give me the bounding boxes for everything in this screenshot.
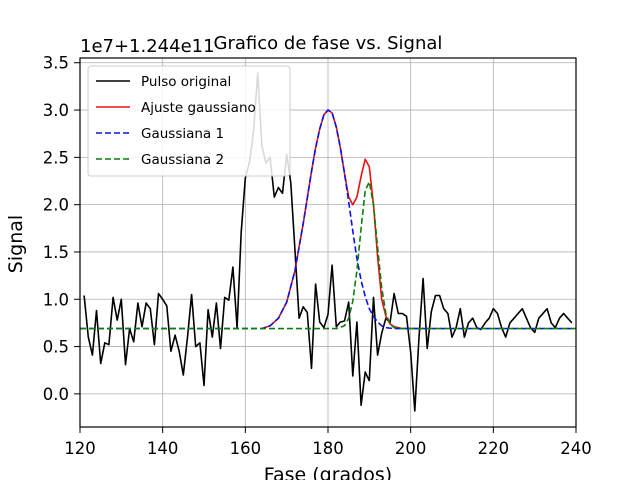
y-tick-label: 1.0 (43, 290, 69, 309)
x-tick-label: 120 (64, 439, 96, 458)
tick-layer: 120 140 160 180 200 220 240 0.0 0.5 1.0 1.5 2.0 2.5 3… (43, 54, 592, 458)
y-tick-label: 2.5 (43, 148, 69, 167)
legend: Pulso original Ajuste gaussiano Gaussiana … (87, 65, 291, 177)
series-layer (80, 72, 576, 412)
y-tick-label: 3.5 (43, 54, 69, 73)
x-axis-label: Fase (grados) (264, 464, 392, 480)
chart-title: Grafico de fase vs. Signal (214, 33, 443, 54)
y-tick-label: 3.0 (43, 101, 69, 120)
series-line-pulso-original (83, 72, 573, 412)
legend-label-ajuste-gaussiano: Ajuste gaussiano (141, 100, 256, 116)
series-line-gaussiana-2 (80, 181, 576, 330)
x-tick-label: 240 (560, 439, 592, 458)
legend-label-gaussiana-2: Gaussiana 2 (141, 152, 224, 168)
series-line-gaussiana-1 (80, 109, 576, 330)
y-tick-label: 0.5 (43, 338, 69, 357)
y-tick-label: 2.0 (43, 196, 69, 215)
axis-offset-text: 1e7+1.244e11 (80, 36, 215, 57)
y-tick-label: 0.0 (43, 385, 69, 404)
x-tick-label: 200 (395, 439, 427, 458)
legend-items: Pulso original Ajuste gaussiano Gaussiana … (96, 74, 256, 168)
legend-box (87, 65, 291, 177)
y-tick-label: 1.5 (43, 243, 69, 262)
x-tick-label: 220 (478, 439, 510, 458)
legend-label-pulso-original: Pulso original (141, 74, 231, 90)
y-axis-label: Signal (5, 215, 27, 273)
legend-label-gaussiana-1: Gaussiana 1 (141, 126, 224, 142)
x-tick-label: 140 (147, 439, 179, 458)
x-tick-label: 180 (312, 439, 344, 458)
x-tick-label: 160 (230, 439, 262, 458)
